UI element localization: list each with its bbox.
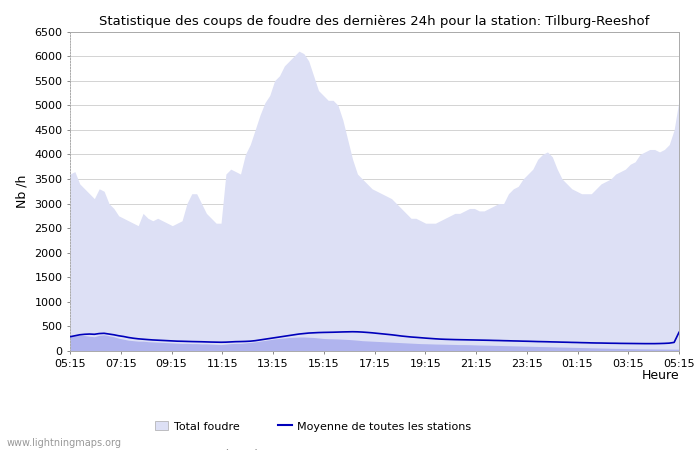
Text: www.lightningmaps.org: www.lightningmaps.org [7,438,122,448]
Title: Statistique des coups de foudre des dernières 24h pour la station: Tilburg-Reesh: Statistique des coups de foudre des dern… [99,14,650,27]
Text: Heure: Heure [641,369,679,382]
Y-axis label: Nb /h: Nb /h [15,175,29,208]
